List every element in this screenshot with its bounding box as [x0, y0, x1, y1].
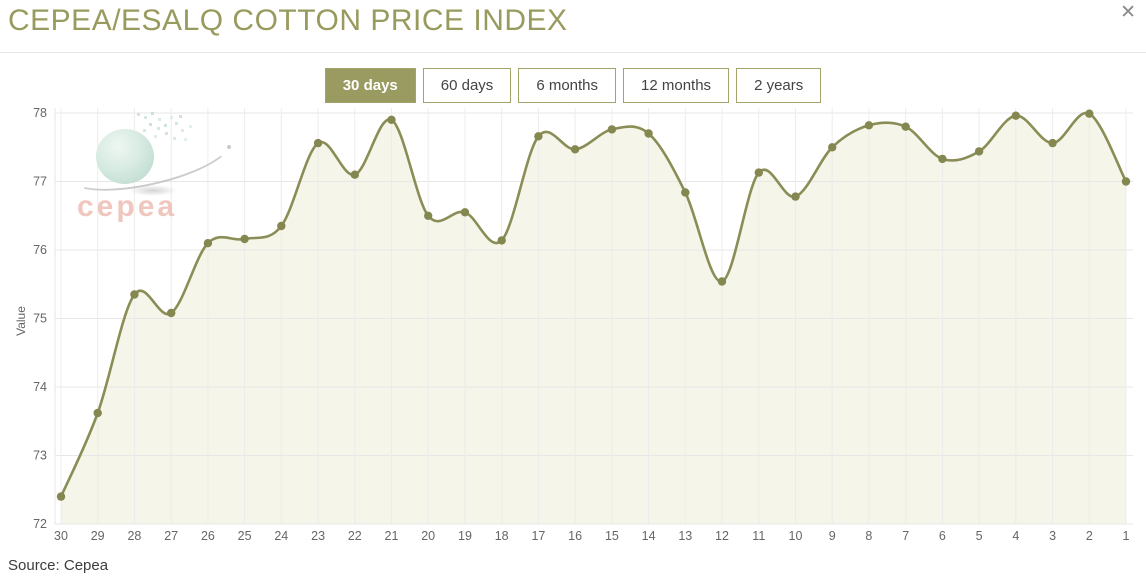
svg-text:16: 16 [568, 529, 582, 543]
svg-text:6: 6 [939, 529, 946, 543]
page-title: CEPEA/ESALQ COTTON PRICE INDEX [8, 4, 568, 37]
svg-text:77: 77 [33, 175, 47, 189]
tab-12-months[interactable]: 12 months [623, 68, 730, 103]
svg-text:15: 15 [605, 529, 619, 543]
svg-text:17: 17 [531, 529, 545, 543]
svg-text:5: 5 [976, 529, 983, 543]
svg-text:25: 25 [238, 529, 252, 543]
tab-6-months[interactable]: 6 months [518, 68, 617, 103]
svg-text:7: 7 [902, 529, 909, 543]
svg-text:75: 75 [33, 312, 47, 326]
svg-text:72: 72 [33, 517, 47, 531]
svg-text:9: 9 [829, 529, 836, 543]
header-divider [0, 52, 1146, 53]
svg-text:73: 73 [33, 449, 47, 463]
svg-text:12: 12 [715, 529, 729, 543]
svg-text:3: 3 [1049, 529, 1056, 543]
svg-text:27: 27 [164, 529, 178, 543]
svg-text:18: 18 [495, 529, 509, 543]
tab-30-days[interactable]: 30 days [324, 68, 416, 103]
svg-text:1: 1 [1123, 529, 1130, 543]
svg-text:13: 13 [678, 529, 692, 543]
svg-text:26: 26 [201, 529, 215, 543]
svg-text:10: 10 [789, 529, 803, 543]
svg-text:30: 30 [54, 529, 68, 543]
svg-text:21: 21 [385, 529, 399, 543]
svg-text:4: 4 [1012, 529, 1019, 543]
svg-text:28: 28 [127, 529, 141, 543]
tab-2-years[interactable]: 2 years [736, 68, 822, 103]
svg-text:11: 11 [752, 529, 765, 543]
svg-text:76: 76 [33, 243, 47, 257]
svg-text:20: 20 [421, 529, 435, 543]
svg-text:2: 2 [1086, 529, 1093, 543]
svg-text:29: 29 [91, 529, 105, 543]
svg-text:23: 23 [311, 529, 325, 543]
range-tabs: 30 days 60 days 6 months 12 months 2 yea… [0, 68, 1146, 103]
svg-text:8: 8 [865, 529, 872, 543]
svg-text:22: 22 [348, 529, 362, 543]
svg-text:78: 78 [33, 106, 47, 120]
source-attribution: Source: Cepea [8, 557, 109, 574]
svg-text:74: 74 [33, 380, 47, 394]
svg-text:19: 19 [458, 529, 472, 543]
svg-text:14: 14 [642, 529, 656, 543]
svg-text:24: 24 [274, 529, 288, 543]
tab-60-days[interactable]: 60 days [422, 68, 512, 103]
y-axis-label: Value [14, 306, 28, 336]
close-icon[interactable]: ✕ [1116, 0, 1140, 26]
